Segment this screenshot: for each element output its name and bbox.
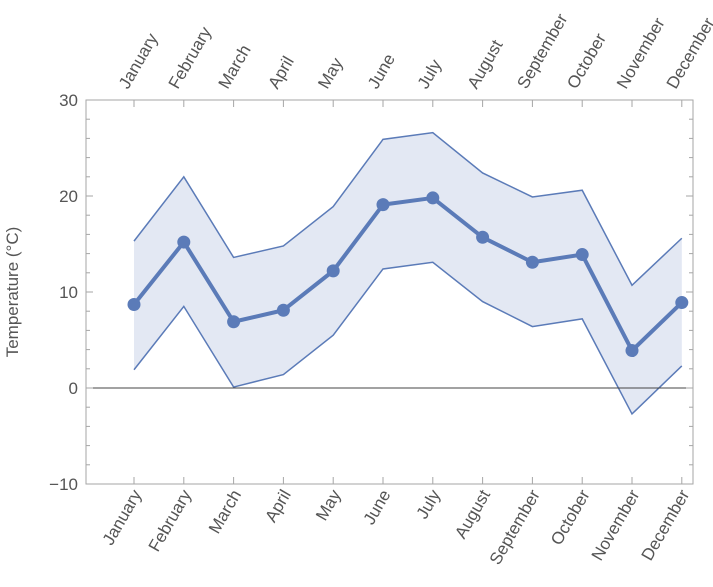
x-tick-label-bottom: September — [486, 486, 544, 568]
x-tick-label-top: April — [264, 53, 297, 92]
x-tick-label-top: January — [115, 30, 162, 92]
y-tick-label: 0 — [69, 379, 78, 398]
mean-point-december — [675, 296, 689, 310]
x-tick-label-top: August — [464, 36, 507, 92]
mean-point-april — [276, 303, 290, 317]
x-tick-label-top: March — [215, 42, 255, 92]
y-tick-label: 20 — [59, 187, 78, 206]
x-tick-label-bottom: November — [588, 486, 644, 564]
mean-point-september — [525, 255, 539, 269]
x-tick-label-bottom: May — [312, 486, 345, 524]
band-layer — [133, 131, 683, 416]
x-tick-label-bottom: April — [261, 487, 294, 526]
lower-bound-line — [133, 261, 683, 416]
x-tick-label-top: December — [663, 14, 713, 92]
x-tick-label-bottom: December — [638, 486, 694, 564]
x-tick-label-bottom: February — [145, 486, 196, 555]
x-tick-label-bottom: January — [99, 486, 146, 548]
x-tick-label-top: June — [364, 51, 399, 92]
y-tick-label: 10 — [59, 283, 78, 302]
mean-line — [132, 195, 684, 353]
mean-point-june — [376, 198, 390, 212]
x-tick-label-bottom: July — [413, 486, 445, 522]
mean-point-march — [227, 315, 241, 329]
range-band — [134, 132, 682, 414]
x-tick-label-top: October — [563, 30, 610, 92]
y-axis-label: Temperature (°C) — [3, 227, 22, 358]
ticks-layer — [86, 99, 693, 485]
x-tick-label-top: November — [613, 14, 669, 92]
x-tick-label-bottom: June — [360, 487, 395, 528]
mean-point-january — [127, 297, 141, 311]
x-tick-label-top: September — [513, 10, 571, 92]
mean-point-october — [575, 248, 589, 262]
series-layer — [127, 191, 689, 358]
mean-point-may — [326, 264, 340, 278]
x-tick-label-bottom: March — [205, 487, 245, 537]
mean-point-november — [625, 344, 639, 358]
y-tick-label: 30 — [59, 91, 78, 110]
x-tick-label-top: July — [414, 56, 446, 92]
mean-point-july — [426, 191, 440, 205]
y-tick-label: −10 — [49, 475, 78, 494]
x-tick-label-bottom: August — [451, 486, 494, 542]
x-tick-label-top: February — [165, 23, 216, 92]
upper-bound-line — [133, 131, 683, 287]
mean-point-august — [476, 230, 490, 244]
x-tick-label-top: May — [314, 54, 347, 92]
x-tick-label-bottom: October — [547, 486, 594, 548]
mean-point-february — [177, 235, 191, 249]
